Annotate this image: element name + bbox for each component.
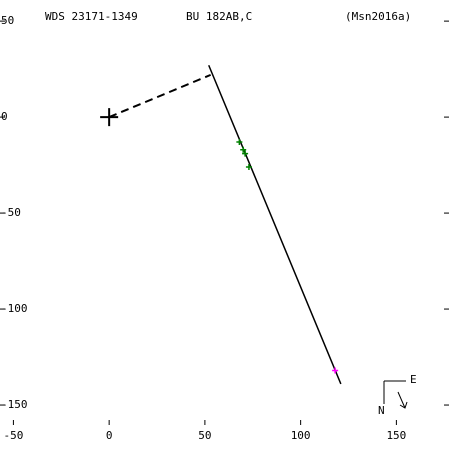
node-line — [108, 73, 212, 119]
x-tick-label: 0 — [106, 429, 113, 442]
primary-star — [100, 108, 119, 127]
observation — [245, 164, 252, 171]
observation — [236, 139, 243, 146]
observation — [240, 146, 247, 153]
y-tick-label: -100 — [1, 302, 28, 315]
compass-north-label: N — [378, 404, 385, 417]
y-tick-label: -50 — [1, 206, 21, 219]
y-tick-label: 0 — [1, 110, 8, 123]
y-tick-label: -150 — [1, 398, 28, 411]
compass-east-label: E — [410, 373, 417, 386]
x-tick-label: -50 — [3, 429, 23, 442]
compass: E N — [378, 373, 417, 417]
y-tick-label: 50 — [1, 14, 14, 27]
chart-subtitle: BU 182AB,C — [186, 10, 252, 23]
reference: (Msn2016a) — [345, 10, 411, 23]
orbit-line — [208, 64, 342, 385]
x-tick-label: 150 — [386, 429, 406, 442]
observation — [242, 150, 249, 157]
observation — [332, 367, 339, 374]
chart-title: WDS 23171-1349 — [45, 10, 138, 23]
compass-arrow — [397, 391, 408, 409]
x-tick-label: 100 — [291, 429, 311, 442]
x-tick-label: 50 — [198, 429, 211, 442]
